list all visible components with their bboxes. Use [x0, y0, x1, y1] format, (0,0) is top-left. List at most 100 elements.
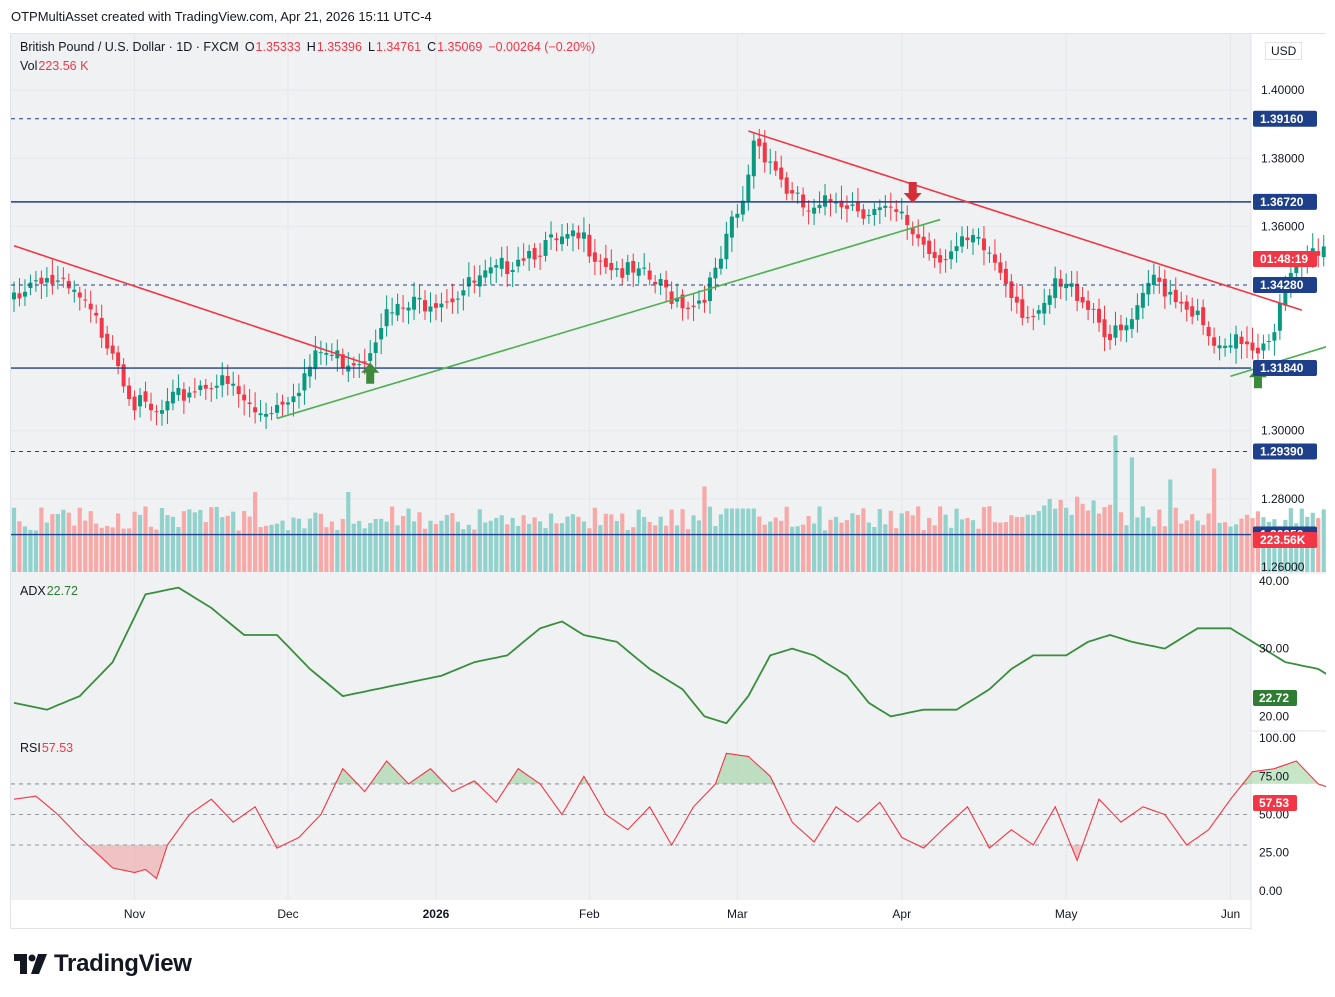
candle-body — [110, 345, 115, 354]
candle-body — [768, 161, 773, 163]
volume-bar — [214, 506, 219, 572]
candle-body — [12, 292, 16, 300]
candle-body — [253, 407, 258, 413]
volume-bar — [740, 508, 745, 572]
candle-body — [324, 353, 329, 355]
volume-bar — [746, 508, 751, 572]
candle-body — [1129, 319, 1134, 329]
candle-body — [839, 200, 844, 208]
volume-bar — [1009, 515, 1014, 572]
time-axis: Nov Dec 2026 Feb Mar Apr May Jun — [124, 907, 1240, 921]
volume-bar — [181, 511, 186, 572]
rsi-tick-label: 100.00 — [1259, 731, 1296, 745]
chart-area[interactable]: 1.40000 1.38000 1.36000 1.30000 1.28000 1.260… — [10, 33, 1326, 930]
low-label: L — [367, 40, 375, 54]
candle-body — [844, 205, 849, 209]
volume-bar — [203, 522, 208, 572]
volume-bar — [527, 523, 532, 572]
volume-bar — [598, 525, 603, 572]
volume-bar — [258, 527, 263, 572]
price-tick-label: 1.38000 — [1261, 151, 1305, 165]
candle-body — [412, 296, 417, 310]
volume-bar — [883, 524, 888, 572]
candle-body — [242, 394, 247, 401]
volume-bar — [187, 509, 192, 572]
volume-bar — [395, 525, 400, 572]
candle-body — [286, 402, 290, 405]
adx-label[interactable]: ADX — [20, 584, 46, 598]
volume-bar — [1118, 512, 1124, 572]
volume-bar — [313, 512, 318, 572]
candle-body — [159, 410, 164, 414]
candle-body — [1036, 310, 1041, 314]
volume-bar — [581, 521, 587, 572]
candle-body — [538, 255, 543, 257]
candle-body — [998, 262, 1003, 273]
volume-bar — [801, 524, 806, 572]
candle-body — [1009, 281, 1014, 298]
tradingview-wordmark: TradingView — [54, 950, 192, 977]
candle-body — [1113, 325, 1118, 338]
volume-bar — [137, 514, 143, 572]
volume-bar — [981, 507, 987, 572]
tradingview-logo[interactable]: TradingView — [14, 950, 192, 978]
candle-body — [1058, 278, 1063, 287]
candle-body — [280, 401, 285, 405]
level-tag: 1.34280 — [1253, 276, 1317, 293]
volume-bar — [773, 517, 778, 572]
candle-body — [664, 279, 669, 288]
candle-body — [264, 413, 269, 417]
countdown-tag: 01:48:19 — [1253, 251, 1317, 268]
volume-bar — [1042, 505, 1047, 572]
volume-bar — [861, 508, 866, 572]
volume-label[interactable]: Vol — [20, 59, 38, 73]
volume-bar — [1080, 503, 1085, 572]
candle-body — [428, 306, 433, 312]
currency-label[interactable]: USD — [1265, 42, 1303, 60]
volume-bar — [1173, 507, 1178, 572]
candle-body — [1102, 319, 1107, 338]
volume-bar — [346, 491, 351, 572]
level-tag-bg — [1253, 360, 1317, 377]
trendline — [1230, 346, 1326, 377]
volume-bar — [154, 529, 159, 572]
candle-body — [44, 278, 49, 283]
candle-body — [1272, 332, 1277, 341]
candle-body — [592, 252, 597, 262]
volume-bar — [505, 524, 510, 572]
rsi-oversold-fill — [14, 845, 1326, 879]
volume-bar — [1162, 526, 1167, 572]
candle-body — [318, 352, 323, 354]
volume-bar — [1085, 510, 1091, 572]
volume-bar — [22, 526, 28, 572]
candle-body — [88, 303, 93, 310]
rsi-tick-label: 0.00 — [1259, 884, 1283, 898]
volume-bar — [844, 520, 850, 572]
volume-bar — [768, 521, 773, 572]
time-tick-label: Nov — [124, 907, 145, 921]
high-label: H — [306, 40, 316, 54]
volume-bar — [1064, 507, 1069, 572]
chart-canvas[interactable]: 1.40000 1.38000 1.36000 1.30000 1.28000 1.260… — [11, 34, 1326, 930]
volume-bar — [400, 515, 406, 572]
price-pane-bg — [11, 34, 1251, 572]
volume-bar — [466, 524, 471, 572]
volume-bar — [444, 515, 450, 572]
candle-body — [718, 258, 723, 269]
rsi-label[interactable]: RSI — [20, 741, 41, 755]
ohlc-legend: British Pound / U.S. Dollar · 1D · FXCM O… — [20, 40, 601, 54]
candle-body — [1190, 306, 1195, 317]
volume-bar — [559, 523, 565, 572]
candle-body — [423, 300, 427, 312]
volume-bar — [587, 528, 592, 572]
candle-body — [461, 290, 466, 296]
candle-body — [1146, 282, 1151, 295]
candle-body — [877, 207, 882, 211]
symbol-label[interactable]: British Pound / U.S. Dollar · 1D · FXCM — [20, 40, 239, 54]
candle-body — [1195, 310, 1200, 315]
volume-bar — [1135, 517, 1140, 572]
tradingview-logo-icon — [14, 954, 47, 974]
candle-body — [121, 364, 126, 387]
candle-body — [1140, 292, 1145, 308]
candle-body — [1234, 334, 1239, 349]
